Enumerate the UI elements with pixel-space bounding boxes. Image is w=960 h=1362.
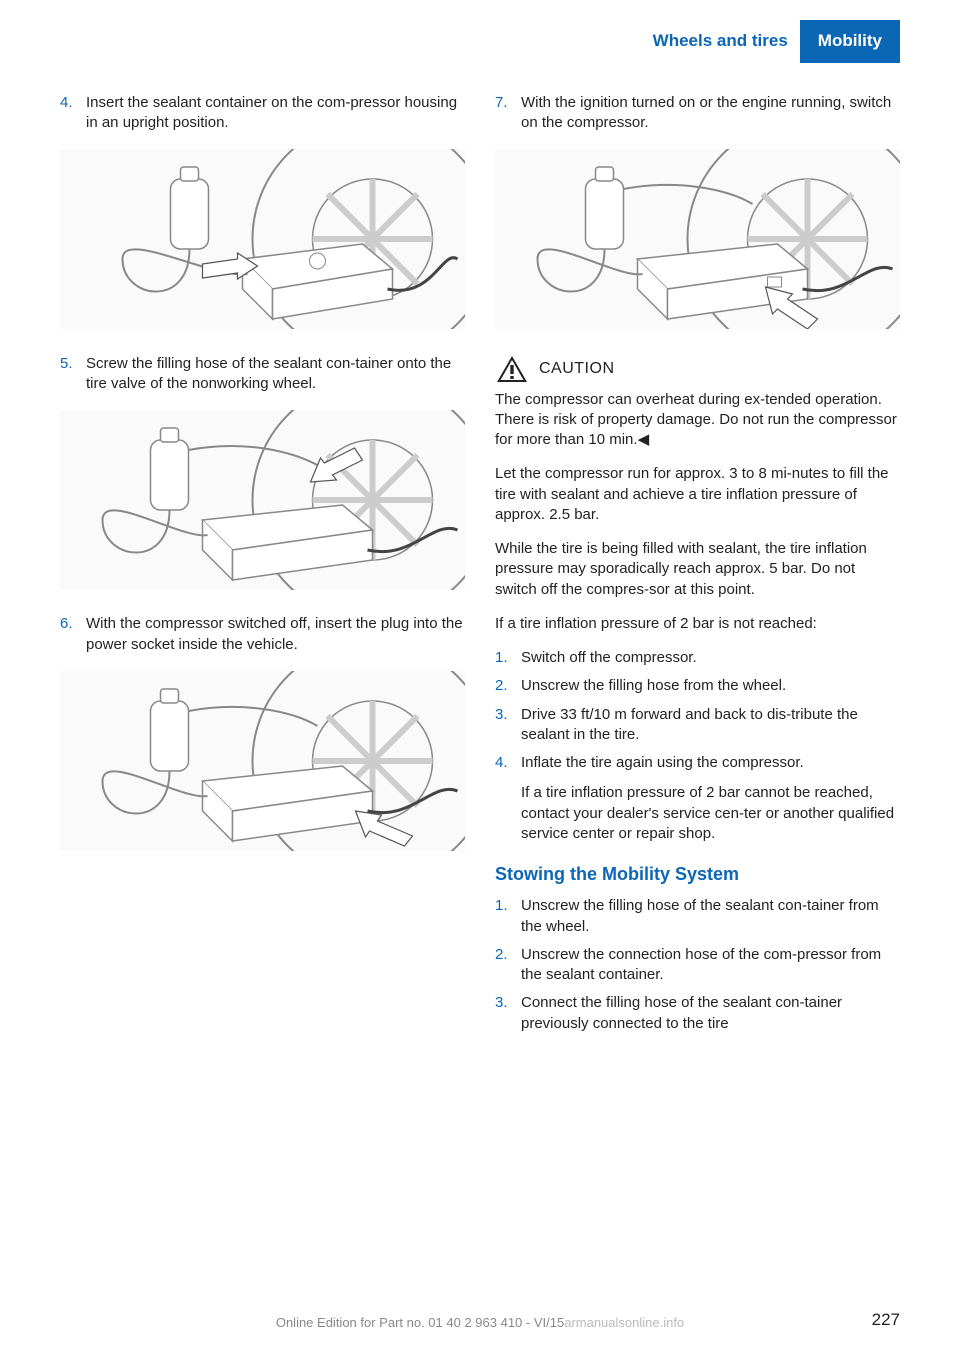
step-number: 4.	[495, 753, 521, 844]
caution-text: The compressor can overheat during ex‐te…	[495, 390, 900, 451]
figure-sealant-upright	[60, 149, 465, 329]
substep-3: 3. Drive 33 ft/10 m forward and back to …	[495, 705, 900, 746]
step-5: 5. Screw the filling hose of the sealant…	[60, 354, 465, 395]
step-4: 4. Insert the sealant container on the c…	[60, 93, 465, 134]
step-text: Switch off the compressor.	[521, 648, 900, 668]
step-number: 2.	[495, 676, 521, 696]
substep-2: 2. Unscrew the filling hose from the whe…	[495, 676, 900, 696]
stow-step-1: 1. Unscrew the filling hose of the seala…	[495, 896, 900, 937]
figure-plug-socket	[60, 671, 465, 851]
caution-icon	[495, 354, 529, 384]
caution-body: CAUTION	[539, 354, 615, 380]
step-text: Unscrew the filling hose of the sealant …	[521, 896, 900, 937]
step-7: 7. With the ignition turned on or the en…	[495, 93, 900, 134]
step-number: 7.	[495, 93, 521, 134]
stow-step-3: 3. Connect the filling hose of the seala…	[495, 993, 900, 1034]
step-text-main: Inflate the tire again using the compres…	[521, 753, 900, 773]
header-section: Wheels and tires	[641, 20, 800, 63]
paragraph: Let the compressor run for approx. 3 to …	[495, 464, 900, 525]
figure-screw-hose	[60, 410, 465, 590]
right-column: 7. With the ignition turned on or the en…	[495, 93, 900, 1042]
substep-4: 4. Inflate the tire again using the comp…	[495, 753, 900, 844]
watermark-text: armanualsonline.info	[564, 1315, 684, 1330]
step-text: Unscrew the connection hose of the com‐p…	[521, 945, 900, 986]
page-header: Wheels and tires Mobility	[0, 0, 960, 63]
step-number: 6.	[60, 614, 86, 655]
figure-switch-on-compressor	[495, 149, 900, 329]
step-text-extra: If a tire inflation pressure of 2 bar ca…	[521, 783, 900, 844]
step-text: Connect the filling hose of the sealant …	[521, 993, 900, 1034]
step-text: Unscrew the filling hose from the wheel.	[521, 676, 900, 696]
paragraph: If a tire inflation pressure of 2 bar is…	[495, 614, 900, 634]
left-column: 4. Insert the sealant container on the c…	[60, 93, 465, 1042]
step-text: With the compressor switched off, insert…	[86, 614, 465, 655]
step-text: With the ignition turned on or the engin…	[521, 93, 900, 134]
step-number: 4.	[60, 93, 86, 134]
caution-title: CAUTION	[539, 354, 615, 380]
heading-stowing: Stowing the Mobility System	[495, 862, 900, 886]
edition-text: Online Edition for Part no. 01 40 2 963 …	[276, 1315, 564, 1330]
step-number: 3.	[495, 993, 521, 1034]
header-chapter: Mobility	[800, 20, 900, 63]
step-number: 3.	[495, 705, 521, 746]
step-6: 6. With the compressor switched off, ins…	[60, 614, 465, 655]
stow-step-2: 2. Unscrew the connection hose of the co…	[495, 945, 900, 986]
step-number: 1.	[495, 648, 521, 668]
paragraph: While the tire is being filled with seal…	[495, 539, 900, 600]
page-number: 227	[872, 1309, 900, 1332]
step-text: Inflate the tire again using the compres…	[521, 753, 900, 844]
caution-block: CAUTION	[495, 354, 900, 384]
substep-1: 1. Switch off the compressor.	[495, 648, 900, 668]
page-content: 4. Insert the sealant container on the c…	[0, 63, 960, 1042]
step-number: 1.	[495, 896, 521, 937]
step-text: Insert the sealant container on the com‐…	[86, 93, 465, 134]
footer-edition: Online Edition for Part no. 01 40 2 963 …	[276, 1314, 684, 1332]
page-footer: Online Edition for Part no. 01 40 2 963 …	[0, 1309, 960, 1332]
step-text: Screw the filling hose of the sealant co…	[86, 354, 465, 395]
step-number: 5.	[60, 354, 86, 395]
step-text: Drive 33 ft/10 m forward and back to dis…	[521, 705, 900, 746]
step-number: 2.	[495, 945, 521, 986]
